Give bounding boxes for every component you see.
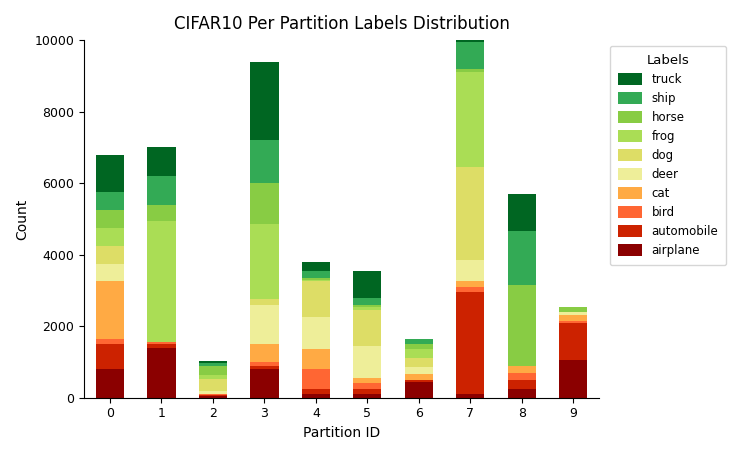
Bar	[302, 280, 330, 282]
Bar	[302, 282, 330, 317]
Bar	[508, 380, 536, 389]
Bar	[456, 42, 485, 69]
Bar	[250, 369, 278, 398]
Bar	[508, 194, 536, 232]
Bar	[302, 271, 330, 278]
Bar	[199, 396, 227, 398]
Bar	[353, 298, 381, 305]
Bar	[559, 321, 588, 323]
Bar	[508, 232, 536, 285]
Bar	[96, 339, 124, 344]
X-axis label: Partition ID: Partition ID	[303, 426, 380, 440]
Bar	[404, 344, 433, 349]
Bar	[147, 221, 176, 342]
Bar	[559, 323, 588, 360]
Bar	[250, 362, 278, 365]
Bar	[353, 378, 381, 384]
Bar	[353, 310, 381, 346]
Bar	[96, 192, 124, 210]
Bar	[147, 205, 176, 221]
Bar	[96, 263, 124, 282]
Bar	[199, 366, 227, 375]
Bar	[559, 315, 588, 321]
Bar	[147, 344, 176, 348]
Bar	[353, 305, 381, 307]
Bar	[199, 391, 227, 394]
Bar	[302, 394, 330, 398]
Bar	[250, 344, 278, 362]
Bar	[199, 360, 227, 364]
Bar	[302, 317, 330, 349]
Bar	[96, 228, 124, 246]
Bar	[302, 278, 330, 280]
Bar	[559, 307, 588, 312]
Bar	[508, 285, 536, 365]
Bar	[404, 367, 433, 374]
Bar	[404, 380, 433, 382]
Bar	[353, 384, 381, 389]
Bar	[302, 389, 330, 394]
Bar	[96, 246, 124, 263]
Bar	[96, 369, 124, 398]
Bar	[508, 389, 536, 398]
Bar	[353, 346, 381, 378]
Bar	[404, 339, 433, 344]
Bar	[199, 375, 227, 379]
Bar	[199, 364, 227, 366]
Bar	[147, 342, 176, 344]
Bar	[559, 360, 588, 398]
Bar	[199, 395, 227, 396]
Title: CIFAR10 Per Partition Labels Distribution: CIFAR10 Per Partition Labels Distributio…	[174, 15, 510, 33]
Bar	[404, 374, 433, 380]
Bar	[404, 349, 433, 359]
Bar	[456, 69, 485, 72]
Bar	[456, 394, 485, 398]
Bar	[456, 282, 485, 287]
Bar	[96, 155, 124, 192]
Bar	[250, 299, 278, 305]
Bar	[456, 72, 485, 167]
Bar	[96, 282, 124, 339]
Bar	[353, 389, 381, 394]
Bar	[147, 348, 176, 398]
Bar	[147, 176, 176, 205]
Y-axis label: Count: Count	[15, 198, 29, 239]
Bar	[250, 61, 278, 140]
Bar	[456, 287, 485, 292]
Bar	[250, 305, 278, 344]
Bar	[353, 271, 381, 298]
Bar	[353, 307, 381, 310]
Bar	[508, 365, 536, 373]
Bar	[302, 262, 330, 271]
Bar	[250, 183, 278, 224]
Bar	[404, 359, 433, 367]
Bar	[456, 167, 485, 260]
Bar	[456, 292, 485, 394]
Bar	[456, 15, 485, 42]
Bar	[302, 349, 330, 369]
Bar	[302, 369, 330, 389]
Bar	[147, 147, 176, 176]
Bar	[199, 379, 227, 391]
Bar	[456, 260, 485, 282]
Bar	[199, 394, 227, 395]
Bar	[250, 224, 278, 299]
Bar	[508, 373, 536, 380]
Bar	[353, 394, 381, 398]
Legend: truck, ship, horse, frog, dog, deer, cat, bird, automobile, airplane: truck, ship, horse, frog, dog, deer, cat…	[610, 46, 726, 265]
Bar	[404, 382, 433, 398]
Bar	[250, 365, 278, 369]
Bar	[96, 210, 124, 228]
Bar	[96, 344, 124, 369]
Bar	[559, 312, 588, 315]
Bar	[250, 140, 278, 183]
